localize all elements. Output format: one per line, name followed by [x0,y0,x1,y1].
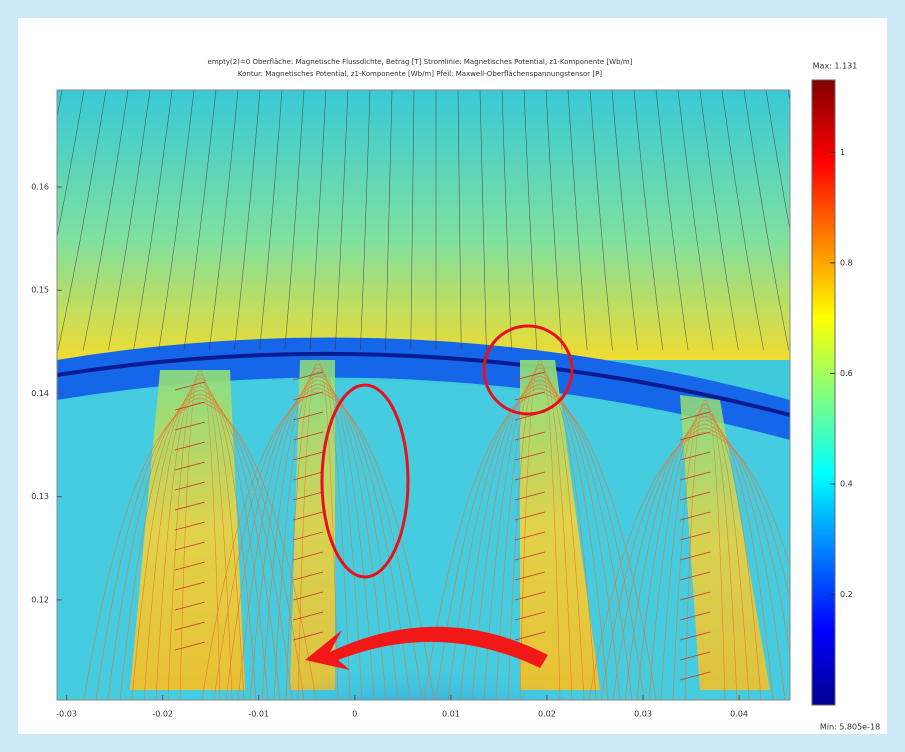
x-tick-label: -0.01 [248,710,269,719]
x-tick-label: 0.02 [538,710,556,719]
y-tick-label: 0.12 [31,595,49,604]
colorbar-tick-label: 1 [840,148,845,157]
x-tick-label: 0 [352,710,357,719]
colorbar [812,80,835,705]
colorbar-tick-label: 0.4 [840,479,853,488]
colorbar-max: Max: 1.131 [813,62,858,71]
y-tick-label: 0.15 [31,286,49,295]
colorbar-tick-label: 0.2 [840,590,853,599]
colorbar-tick-label: 0.6 [840,369,853,378]
colorbar-tick-label: 0.8 [840,258,853,267]
x-tick-label: 0.01 [442,710,460,719]
y-tick-label: 0.16 [31,183,49,192]
x-tick-label: 0.03 [634,710,652,719]
x-tick-label: 0.04 [730,710,748,719]
title-line: empty(2)=0 Oberfläche: Magnetische Fluss… [208,58,633,66]
x-tick-label: -0.02 [152,710,173,719]
page: {"chart_data":{"type":"heatmap", "title"… [0,0,905,752]
field-plot [8,90,840,752]
y-tick-label: 0.14 [31,389,49,398]
chart: empty(2)=0 Oberfläche: Magnetische Fluss… [0,0,905,752]
x-tick-label: -0.03 [56,710,77,719]
title-line: Kontur: Magnetisches Potential, z1-Kompo… [238,70,602,78]
y-tick-label: 0.13 [31,492,49,501]
colorbar-min: Min: 5.805e-18 [820,723,880,732]
